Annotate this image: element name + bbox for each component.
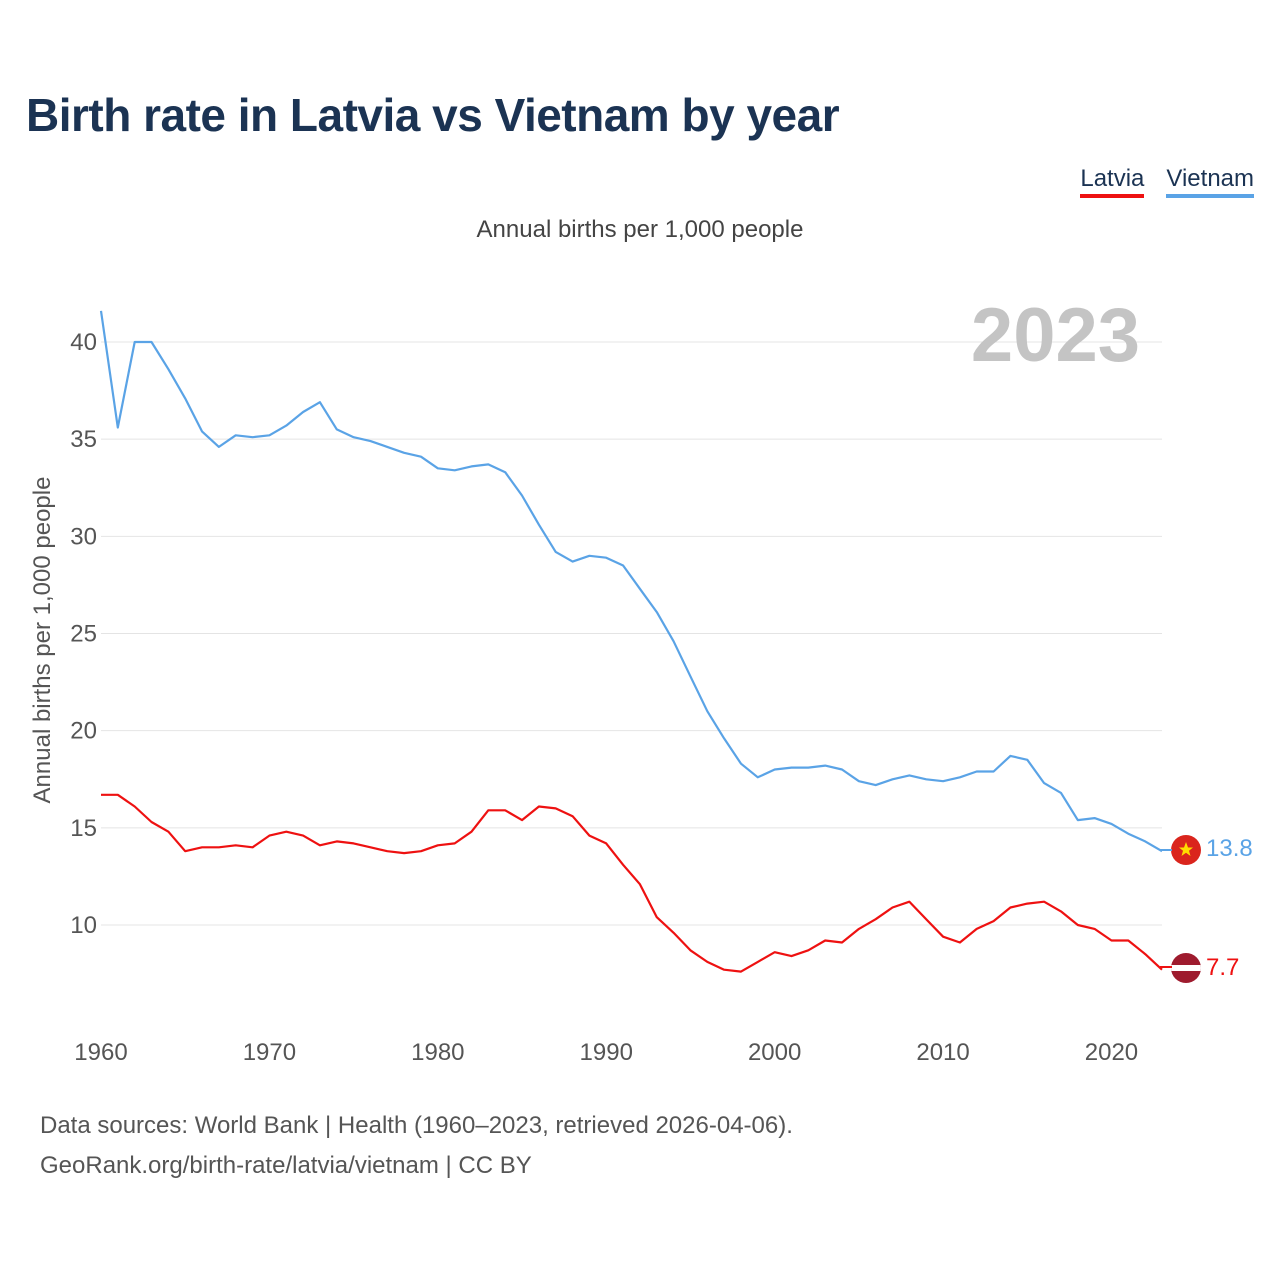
data-sources: Data sources: World Bank | Health (1960–… <box>40 1106 793 1186</box>
legend: Latvia Vietnam <box>1080 165 1254 198</box>
latvia-flag-icon <box>1171 953 1201 983</box>
legend-item-latvia[interactable]: Latvia <box>1080 165 1145 198</box>
chart-subtitle: Annual births per 1,000 people <box>476 216 804 243</box>
y-tick-label: 10 <box>70 912 97 939</box>
y-tick-label: 30 <box>70 523 97 550</box>
x-tick-label: 2010 <box>916 1039 969 1066</box>
year-watermark: 2023 <box>971 293 1140 378</box>
x-tick-label: 1960 <box>74 1039 127 1066</box>
x-tick-label: 2000 <box>748 1039 801 1066</box>
series-line-vietnam <box>99 310 1163 853</box>
vietnam-flag-icon <box>1171 835 1201 865</box>
x-tick-label: 1980 <box>411 1039 464 1066</box>
chart-title: Birth rate in Latvia vs Vietnam by year <box>26 89 840 141</box>
grid-lines <box>101 341 1162 926</box>
x-tick-label: 1970 <box>243 1039 296 1066</box>
y-tick-label: 20 <box>70 718 97 745</box>
y-tick-label: 15 <box>70 815 97 842</box>
y-tick-label: 35 <box>70 426 97 453</box>
x-tick-label: 1990 <box>580 1039 633 1066</box>
series-line-latvia <box>101 793 1163 973</box>
legend-item-vietnam[interactable]: Vietnam <box>1166 165 1254 198</box>
y-tick-label: 40 <box>70 329 97 356</box>
y-axis-ticks: 10 15 20 25 30 35 40 <box>70 329 97 939</box>
end-label-vietnam: 13.8 <box>1206 835 1253 862</box>
y-tick-label: 25 <box>70 621 97 648</box>
x-tick-label: 2020 <box>1085 1039 1138 1066</box>
sources-line-2: GeoRank.org/birth-rate/latvia/vietnam | … <box>40 1152 532 1179</box>
sources-line-1: Data sources: World Bank | Health (1960–… <box>40 1112 793 1139</box>
y-axis-label: Annual births per 1,000 people <box>29 477 56 804</box>
end-label-latvia: 7.7 <box>1206 954 1239 981</box>
x-axis-ticks: 1960 1970 1980 1990 2000 2010 2020 <box>74 1039 1138 1066</box>
